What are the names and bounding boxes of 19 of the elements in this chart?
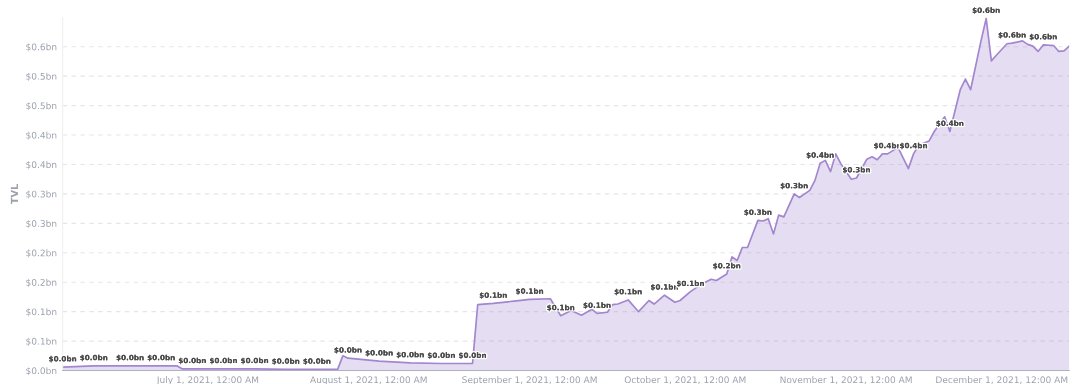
y-tick-label: $0.5bn bbox=[26, 102, 57, 111]
y-tick-label: $0.3bn bbox=[26, 190, 57, 199]
y-tick-label: $0.0bn bbox=[26, 367, 57, 376]
y-tick-label: $0.2bn bbox=[26, 249, 57, 258]
y-tick-label: $0.2bn bbox=[26, 278, 57, 287]
y-tick-label: $0.3bn bbox=[26, 219, 57, 229]
y-axis-title: TVL bbox=[10, 184, 18, 205]
x-tick-label: December 1, 2021, 12:00 AM bbox=[936, 376, 1068, 384]
x-tick-label: July 1, 2021, 12:00 AM bbox=[156, 376, 259, 384]
x-tick-label: August 1, 2021, 12:00 AM bbox=[310, 376, 427, 384]
y-tick-label: $0.1bn bbox=[26, 308, 57, 317]
y-tick-label: $0.4bn bbox=[26, 161, 57, 170]
x-tick-label: November 1, 2021, 12:00 AM bbox=[780, 376, 912, 384]
y-tick-label: $0.1bn bbox=[26, 337, 57, 346]
y-tick-label: $0.4bn bbox=[26, 131, 57, 140]
y-tick-label: $0.5bn bbox=[26, 72, 57, 81]
x-tick-label: October 1, 2021, 12:00 AM bbox=[624, 376, 746, 384]
x-tick-label: September 1, 2021, 12:00 AM bbox=[462, 376, 597, 384]
y-tick-label: $0.6bn bbox=[26, 43, 57, 52]
